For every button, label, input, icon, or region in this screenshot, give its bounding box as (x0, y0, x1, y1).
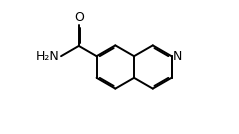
Text: N: N (173, 50, 182, 63)
Text: O: O (74, 11, 84, 24)
Text: H₂N: H₂N (36, 50, 60, 63)
